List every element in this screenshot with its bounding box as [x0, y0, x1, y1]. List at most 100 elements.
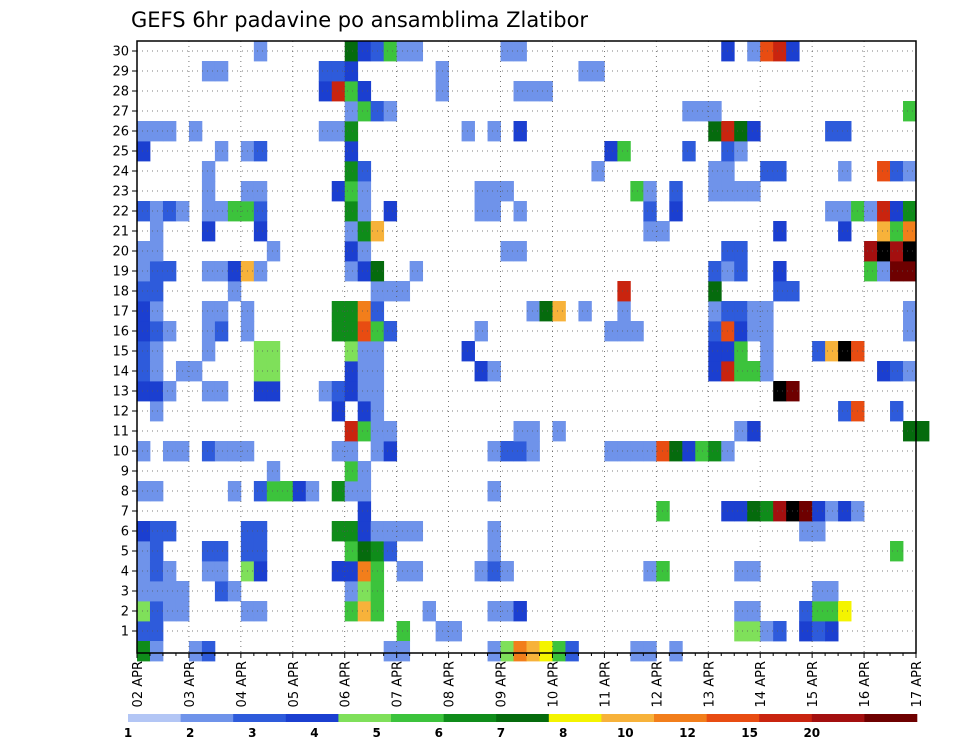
heatmap-cell — [734, 241, 748, 262]
heatmap-cell — [253, 541, 268, 562]
legend-swatch — [496, 714, 550, 722]
heatmap-cell — [474, 321, 488, 342]
y-tick-label: 24 — [112, 165, 129, 180]
heatmap-cell — [773, 261, 787, 282]
heatmap-cell — [877, 201, 891, 222]
heatmap-cell — [513, 421, 527, 442]
heatmap-cell — [344, 521, 359, 542]
heatmap-cell — [513, 121, 527, 142]
heatmap-cell — [513, 81, 527, 102]
heatmap-cell — [331, 401, 346, 422]
heatmap-cell — [149, 601, 164, 622]
heatmap-cell — [838, 501, 852, 522]
heatmap-cell — [331, 521, 346, 542]
heatmap-cell — [357, 41, 372, 62]
legend-label: 5 — [372, 726, 380, 740]
heatmap-cell — [526, 81, 540, 102]
x-tick-label: 14 APR — [754, 661, 769, 707]
heatmap-cell — [214, 561, 229, 582]
heatmap-cell — [253, 341, 268, 362]
heatmap-cell — [227, 261, 242, 282]
legend-label: 12 — [679, 726, 696, 740]
heatmap-cell — [903, 241, 917, 262]
heatmap-cell — [734, 261, 748, 282]
y-tick-label: 27 — [112, 105, 129, 120]
y-tick-label: 8 — [121, 485, 129, 500]
heatmap-cell — [137, 281, 151, 302]
heatmap-cell — [357, 161, 372, 182]
heatmap-cell — [877, 261, 891, 282]
y-tick-label: 13 — [112, 385, 129, 400]
heatmap-cell — [279, 481, 294, 502]
heatmap-cell — [137, 261, 151, 282]
heatmap-cell — [149, 121, 164, 142]
heatmap-cell — [448, 621, 462, 642]
heatmap-cell — [149, 621, 164, 642]
heatmap-cell — [656, 561, 670, 582]
heatmap-cell — [214, 61, 229, 82]
legend-swatch — [601, 714, 655, 722]
heatmap-cell — [383, 441, 398, 462]
legend-swatch — [654, 714, 707, 722]
heatmap-cell — [877, 241, 891, 262]
heatmap-cell — [162, 201, 177, 222]
heatmap-cell — [734, 561, 748, 582]
y-tick-label: 11 — [112, 425, 129, 440]
heatmap-cell — [487, 561, 501, 582]
heatmap-cell — [383, 421, 398, 442]
heatmap-cell — [344, 121, 359, 142]
heatmap-cell — [890, 221, 904, 242]
heatmap-cell — [331, 61, 346, 82]
heatmap-cell — [825, 201, 839, 222]
heatmap-cell — [357, 321, 372, 342]
heatmap-cell — [188, 641, 203, 662]
heatmap-cell — [487, 121, 501, 142]
heatmap-cell — [617, 281, 631, 302]
x-tick-label: 15 APR — [806, 661, 821, 707]
heatmap-cell — [357, 401, 372, 422]
y-tick-label: 16 — [112, 325, 129, 340]
heatmap-cell — [747, 621, 761, 642]
heatmap-cell — [201, 541, 216, 562]
heatmap-cell — [149, 341, 164, 362]
heatmap-cells — [137, 41, 930, 662]
heatmap-cell — [526, 441, 540, 462]
heatmap-cell — [890, 401, 904, 422]
heatmap-cell — [214, 261, 229, 282]
heatmap-cell — [149, 261, 164, 282]
heatmap-cell — [903, 261, 917, 282]
y-tick-label: 21 — [112, 225, 129, 240]
y-tick-label: 29 — [112, 65, 129, 80]
heatmap-cell — [708, 121, 722, 142]
heatmap-cell — [695, 441, 709, 462]
heatmap-cell — [747, 361, 761, 382]
heatmap-cell — [357, 461, 372, 482]
heatmap-cell — [734, 121, 748, 142]
heatmap-cell — [266, 481, 281, 502]
heatmap-cell — [747, 181, 761, 202]
heatmap-cell — [903, 221, 917, 242]
y-tick-label: 23 — [112, 185, 129, 200]
heatmap-cell — [162, 321, 177, 342]
heatmap-cell — [916, 421, 930, 442]
heatmap-cell — [734, 321, 748, 342]
heatmap-cell — [357, 561, 372, 582]
heatmap-cell — [734, 181, 748, 202]
heatmap-cell — [747, 301, 761, 322]
heatmap-cell — [253, 361, 268, 382]
heatmap-cell — [487, 481, 501, 502]
heatmap-cell — [838, 161, 852, 182]
heatmap-cell — [890, 241, 904, 262]
heatmap-cell — [344, 181, 359, 202]
x-tick-label: 09 APR — [495, 661, 510, 707]
heatmap-cell — [331, 481, 346, 502]
heatmap-cell — [137, 521, 151, 542]
legend-label: 10 — [617, 726, 634, 740]
heatmap-cell — [643, 441, 657, 462]
heatmap-cell — [864, 241, 878, 262]
y-tick-label: 5 — [121, 545, 129, 560]
heatmap-cell — [357, 421, 372, 442]
heatmap-cell — [578, 301, 592, 322]
heatmap-cell — [695, 101, 709, 122]
heatmap-cell — [903, 161, 917, 182]
